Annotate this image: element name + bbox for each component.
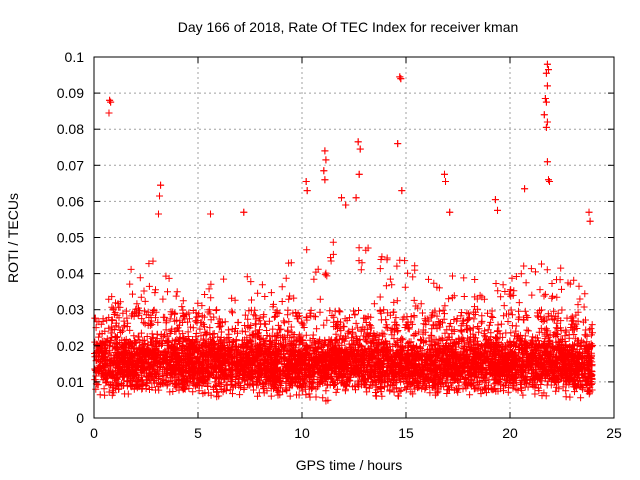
roti-peak-point — [542, 98, 550, 106]
roti-peak-point — [440, 170, 448, 178]
y-tick-label: 0.06 — [57, 193, 84, 209]
roti-peak-point — [354, 138, 362, 146]
y-tick-label: 0.09 — [57, 85, 84, 101]
y-tick-label: 0.02 — [57, 338, 84, 354]
y-tick-label: 0 — [76, 410, 84, 426]
y-tick-label: 0.05 — [57, 230, 84, 246]
x-tick-label: 0 — [90, 425, 98, 441]
x-tick-label: 10 — [294, 425, 310, 441]
roti-peak-point — [356, 145, 364, 153]
axis-ticks: 0 5 10 15 20 25 0 0.01 0.02 0.03 0.04 0.05 0.06 0.07 0… — [57, 49, 622, 441]
roti-peak-point — [542, 69, 550, 77]
roti-peak-point — [352, 194, 360, 202]
roti-peak-point — [338, 194, 346, 202]
y-tick-label: 0.1 — [65, 49, 85, 65]
y-axis-label: ROTI / TECUs — [5, 193, 21, 283]
roti-peak-point — [105, 109, 113, 117]
x-tick-label: 25 — [606, 425, 622, 441]
y-tick-label: 0.07 — [57, 157, 84, 173]
roti-peak-point — [106, 96, 114, 104]
roti-peak-point — [321, 176, 329, 184]
roti-peak-point — [398, 187, 406, 195]
x-axis-label: GPS time / hours — [296, 457, 403, 473]
y-tick-label: 0.01 — [57, 374, 84, 390]
roti-peak-point — [320, 167, 328, 175]
x-tick-label: 15 — [398, 425, 414, 441]
roti-peak-point — [543, 60, 551, 68]
roti-peak-point — [544, 66, 552, 74]
roti-peak-point — [342, 201, 350, 209]
roti-peak-point — [397, 75, 405, 83]
roti-peak-point — [107, 98, 115, 106]
x-tick-label: 20 — [502, 425, 518, 441]
roti-peak-point — [442, 178, 450, 186]
roti-peak-point — [586, 217, 594, 225]
chart-title: Day 166 of 2018, Rate Of TEC Index for r… — [178, 19, 519, 35]
roti-peak-point — [321, 147, 329, 155]
roti-peak-point — [156, 192, 164, 200]
roti-peak-point — [585, 208, 593, 216]
roti-peak-point — [543, 118, 551, 126]
roti-peak-point — [542, 123, 550, 131]
roti-peak-point — [541, 95, 549, 103]
roti-peak-point — [206, 210, 214, 218]
roti-point-markers — [91, 60, 597, 405]
roti-peak-point — [543, 158, 551, 166]
roti-peak-point — [540, 111, 548, 119]
y-tick-label: 0.03 — [57, 302, 84, 318]
roti-peak-point — [544, 176, 552, 184]
roti-peak-point — [446, 208, 454, 216]
roti-peak-point — [157, 181, 165, 189]
roti-peak-point — [322, 156, 330, 164]
roti-peak-point — [302, 178, 310, 186]
y-tick-label: 0.04 — [57, 266, 84, 282]
roti-peak-point — [543, 82, 551, 90]
roti-peak-point — [394, 140, 402, 148]
roti-peak-point — [396, 73, 404, 81]
y-tick-label: 0.08 — [57, 121, 84, 137]
roti-peak-point — [521, 185, 529, 193]
data-points — [91, 60, 597, 405]
roti-peak-point — [355, 170, 363, 178]
roti-peak-point — [494, 206, 502, 214]
roti-peak-point — [240, 208, 248, 216]
roti-peak-point — [546, 178, 554, 186]
roti-peak-point — [491, 196, 499, 204]
roti-peak-point — [303, 187, 311, 195]
roti-peak-point — [154, 210, 162, 218]
x-tick-label: 5 — [194, 425, 202, 441]
